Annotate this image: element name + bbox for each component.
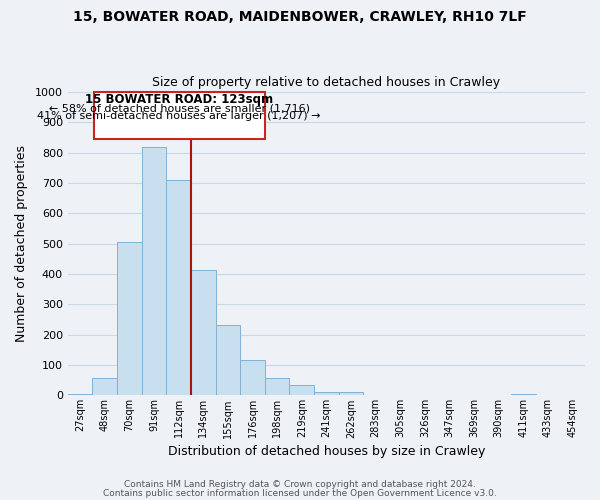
Y-axis label: Number of detached properties: Number of detached properties (15, 145, 28, 342)
Text: Contains HM Land Registry data © Crown copyright and database right 2024.: Contains HM Land Registry data © Crown c… (124, 480, 476, 489)
Bar (240, 360, 265, 396)
Bar (68, 394, 92, 396)
Bar (191, 270, 215, 396)
FancyBboxPatch shape (94, 92, 265, 139)
Text: 41% of semi-detached houses are larger (1,207) →: 41% of semi-detached houses are larger (… (37, 112, 321, 122)
Text: 15, BOWATER ROAD, MAIDENBOWER, CRAWLEY, RH10 7LF: 15, BOWATER ROAD, MAIDENBOWER, CRAWLEY, … (73, 10, 527, 24)
Bar (215, 325, 240, 396)
Bar (511, 394, 536, 396)
Bar (314, 392, 339, 396)
Bar (339, 392, 364, 396)
X-axis label: Distribution of detached houses by size in Crawley: Distribution of detached houses by size … (168, 444, 485, 458)
Bar (166, 180, 191, 396)
Bar (142, 146, 166, 396)
Text: 15 BOWATER ROAD: 123sqm: 15 BOWATER ROAD: 123sqm (85, 93, 274, 106)
Bar (117, 242, 142, 396)
Bar (289, 385, 314, 396)
Text: ← 58% of detached houses are smaller (1,716): ← 58% of detached houses are smaller (1,… (49, 103, 310, 113)
Title: Size of property relative to detached houses in Crawley: Size of property relative to detached ho… (152, 76, 500, 90)
Text: Contains public sector information licensed under the Open Government Licence v3: Contains public sector information licen… (103, 488, 497, 498)
Bar (265, 378, 289, 396)
Bar (92, 378, 117, 396)
